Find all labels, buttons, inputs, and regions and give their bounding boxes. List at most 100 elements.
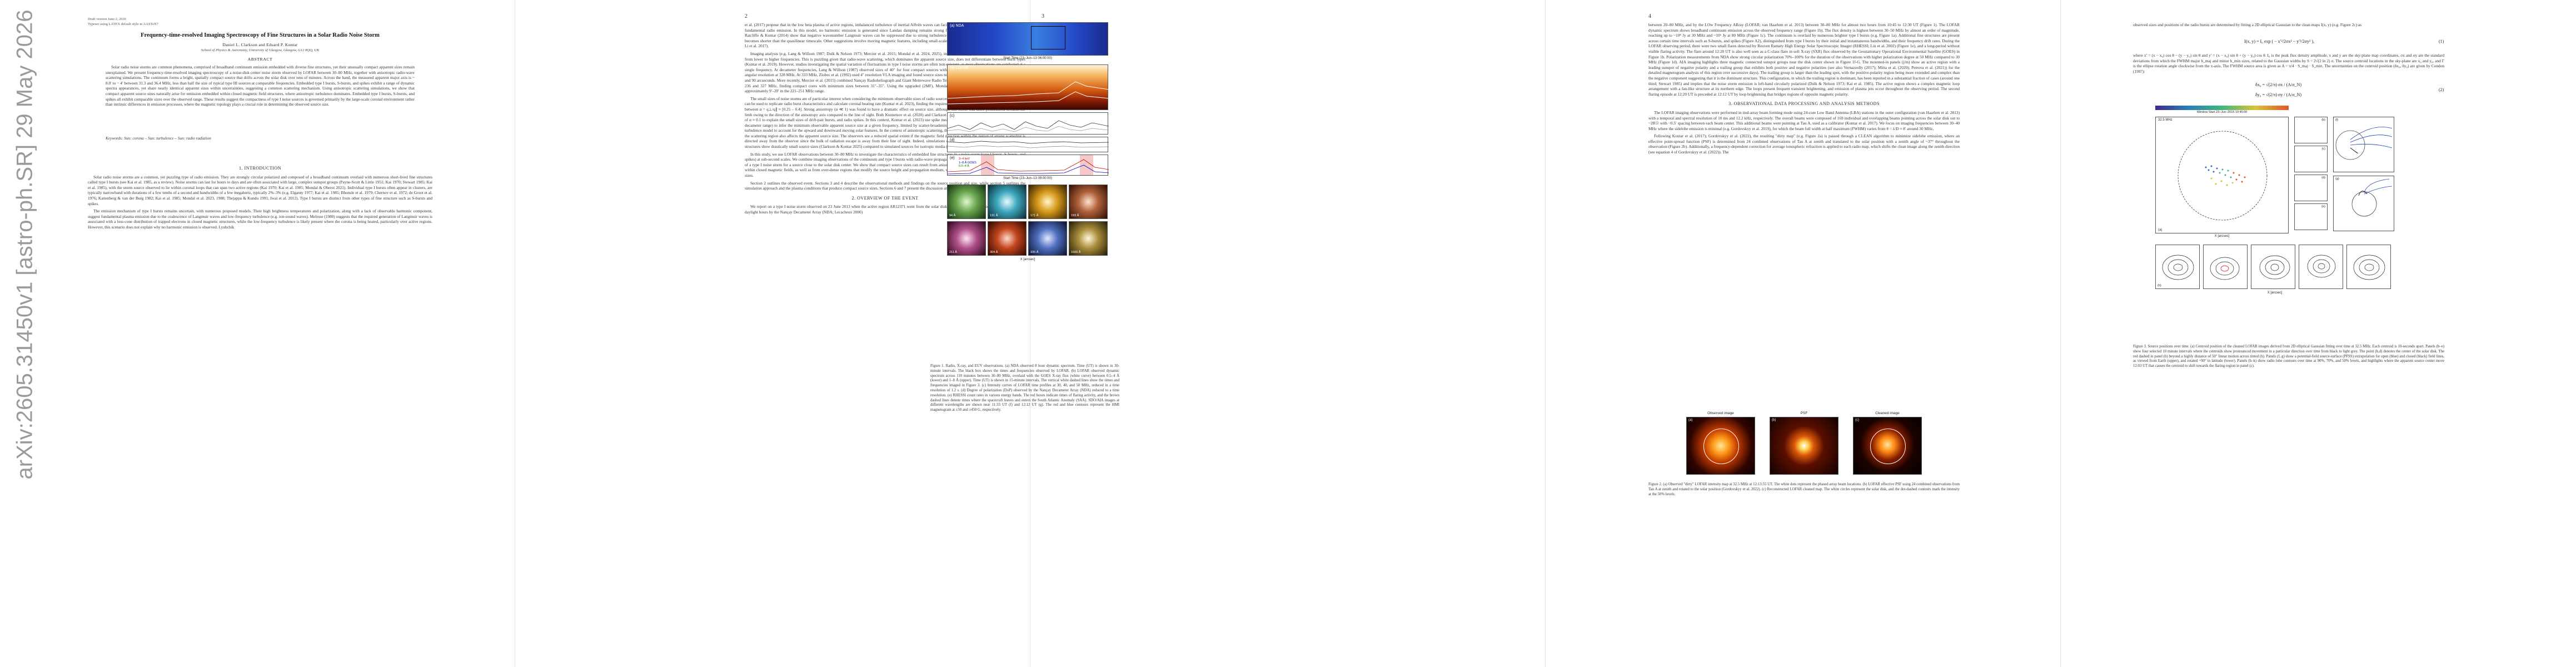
rhessi-count-rates: (e) 3–4 keV 1–8 Å GOES 0.5–4 Å [947,155,1109,176]
euv-label-193: 193 Å [1071,214,1079,217]
abstract-heading: ABSTRACT [247,57,273,62]
fig2-title-observed: Observed image [1707,411,1734,415]
equation-2a: δx₀ = √(2/π) σx / (A/σ_N) [2255,82,2302,87]
abstract-text: Solar radio noise storms are common phen… [106,64,415,107]
rhessi-panel-label: (e) [950,156,955,160]
page-2-body: et al. (2017) propose that in the low be… [745,22,1025,217]
page-number-2: 2 [745,13,748,19]
fig2-title-cleaned: Cleaned image [1875,411,1900,415]
page-4-body: between 20–80 MHz, and by the LOw Freque… [1648,22,1960,157]
page-5-intro: observed sizes and positions of the radi… [2133,22,2361,27]
figure-3-caption: Figure 3. Source positions over time. (a… [2133,345,2444,369]
euv-panel-171: 171 Å [1028,185,1067,219]
fig3-label-h: (h) [2158,284,2161,287]
euv-panel-94: 94 Å [947,185,986,219]
page-4: 4 between 20–80 MHz, and by the LOw Freq… [1546,0,2061,667]
page-1: arXiv:2605.31450v1 [astro-ph.SR] 29 May … [0,0,515,667]
time-colorbar [2155,106,2289,110]
equation-2b: δy₀ = √(2/π) σy / (A/σ_N) [2255,92,2302,97]
nda-dynamic-spectrum: (a) NDA [947,22,1108,56]
contour-panel-4 [2299,245,2343,289]
solar-disk-circle [1703,429,1739,464]
rhessi-plot [948,159,1109,175]
centroid-subpanel-e: (e) [2294,203,2328,230]
fig3-label-f: (f) [2335,118,2339,122]
intensity-time-profiles: (c) [947,112,1109,135]
lofar-window-box [1031,26,1065,49]
fig2-label-c: (c) [1855,419,1859,422]
centroid-subpanel-d: (d) [2294,175,2328,201]
euv-label-304: 304 Å [990,251,998,254]
psf-panel: (b) [1770,417,1838,475]
p2-paragraph-5: Section 2 outlines the observed event. S… [745,180,1025,191]
centroid-map-panel: 32.5 MHz (a) [2155,117,2289,233]
euv-panel-193: 193 Å [1069,185,1108,219]
draft-header: Draft version June 2, 2026 Typeset using… [88,17,158,27]
section-3-heading: 3. OBSERVATIONAL DATA PROCESSING AND ANA… [1728,101,1880,107]
euv-panel-211: 211 Å [947,221,986,256]
p2-paragraph-4: In this study, we use LOFAR observations… [745,151,1025,178]
nda-x-axis-label: Start Time (23–Jun–13 06:00:00) [1003,57,1052,60]
euv-label-211: 211 Å [949,251,957,254]
page-3: 3 (a) NDA Start Time (23–Jun–13 06:00:00… [930,0,1546,667]
fig3-label-a: (a) [2158,228,2163,232]
euv-label-94: 94 Å [949,214,956,217]
flare-box-2 [1080,155,1093,175]
contour-panel-5 [2346,245,2391,289]
figure-2: Observed image PSF Cleaned image (a) (b)… [1682,411,1926,478]
page-5: observed sizes and positions of the radi… [2061,0,2576,667]
equation-2-number: (2) [2439,87,2444,92]
introduction: 1. INTRODUCTION Solar radio noise storms… [88,161,432,232]
pfss-panel-earth-view: (f) [2333,117,2394,172]
p2-paragraph-2: Imaging analysis (e.g. Lang & Willson 19… [745,51,1025,94]
centroid-subpanel-c: (c) [2294,146,2328,172]
rhessi-legend: 3–4 keV 1–8 Å GOES 0.5–4 Å [959,157,976,168]
centroid-scatter [2178,131,2268,221]
page-number-3: 3 [1042,13,1044,19]
paper-title: Frequency-time-resolved Imaging Spectros… [141,32,380,38]
profiles-panel-label: (c) [950,114,955,118]
fig3-label-d: (d) [2321,176,2325,180]
fig3-label-b: (b) [2321,118,2325,122]
pfss-panel-rotated: (g) [2333,176,2394,231]
frequency-label: 32.5 MHz [2158,118,2173,122]
dop-panel-label: (d) [950,138,955,142]
legend-item-2: 1–8 Å GOES [959,161,976,165]
euv-panel-304: 304 Å [988,221,1027,256]
profiles-plot [948,120,1109,132]
fig3-label-c: (c) [2321,147,2325,151]
p4-section-3-paragraph-2: Following Kontar et al. (2017); Gordovsk… [1648,133,1960,155]
cleaned-image-panel: (c) [1853,417,1922,475]
euv-label-171: 171 Å [1030,214,1039,217]
euv-row-f: 94 Å 131 Å 171 Å 193 Å 211 Å 304 Å 335 Å… [947,185,1108,256]
lofar-panel-label: (b) LOFAR [950,66,969,70]
pfss-field-lines-rotated [2351,178,2393,217]
fig3-colorbar-title: Window Start 23–Jun–2015 10:45:00 [2196,111,2248,114]
degree-of-polarization: (d) [947,137,1109,152]
lofar-x-axis-label: Start Time (23–Jun–13 09:00:00) [1003,177,1052,180]
p4-paragraph-1: between 20–80 MHz, and by the LOw Freque… [1648,22,1960,97]
keywords: Keywords: Sun: corona – Sun: turbulence … [106,136,211,141]
lofar-dynamic-spectrum: (b) LOFAR [947,64,1109,110]
euv-label-335: 335 Å [1030,251,1039,254]
dop-plot [948,141,1109,148]
contour-x-axis: X [arcsec] [2267,291,2283,295]
page-5-gaussian-text: where x′ = (x − x₀) cos θ − (y − y₀) sin… [2133,53,2444,74]
page-number-4: 4 [1648,13,1651,19]
figure-1: (a) NDA Start Time (23–Jun–13 06:00:00) … [930,22,1119,339]
euv-x-axis-label: X [arcsec] [1020,258,1035,261]
observed-image-panel: (a) [1686,417,1755,475]
equation-1-number: (1) [2439,39,2444,44]
contour-panel-2 [2203,245,2248,289]
fig3-label-g: (g) [2335,177,2339,181]
section-2-heading: 2. OVERVIEW OF THE EVENT [851,195,919,201]
figure-2-caption: Figure 2. (a) Observed "dirty" LOFAR int… [1648,482,1960,496]
pfss-field-lines [2335,127,2393,160]
goes-curve [948,81,1109,104]
euv-label-131: 131 Å [990,214,998,217]
legend-item-3: 0.5–4 Å [959,165,969,168]
p4-section-3-paragraph-1: The LOFAR imaging observations were perf… [1648,109,1960,131]
paper-affiliation: School of Physics & Astronomy, Universit… [201,48,320,52]
figure-1-caption: Figure 1. Radio, X-ray, and EUV observat… [930,364,1119,412]
paper-authors: Daniel L. Clarkson and Eduard P. Kontar [222,42,298,47]
